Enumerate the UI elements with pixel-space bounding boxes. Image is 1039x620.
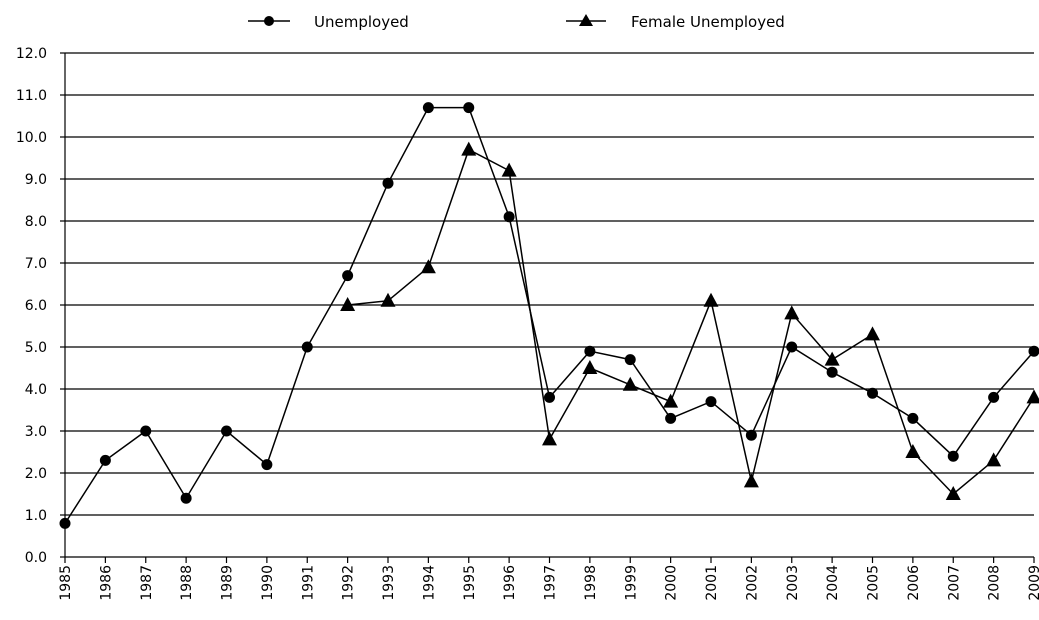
point-unemployed-2008 <box>988 392 999 403</box>
y-tick-label: 8.0 <box>25 214 47 230</box>
point-female-unemployed-1993 <box>381 293 396 307</box>
y-axis-tick-labels: 0.0 1.0 2.0 3.0 4.0 5.0 6.0 7.0 8.0 9.0 10.0 11.0 12… <box>16 46 47 566</box>
point-unemployed-1991 <box>302 342 313 353</box>
point-unemployed-1998 <box>584 346 595 357</box>
point-unemployed-1987 <box>140 426 151 437</box>
x-tick-label: 1985 <box>58 565 74 601</box>
x-tick-label: 1996 <box>502 565 518 601</box>
x-axis-tick-labels: 1985 1986 1987 1988 1989 1990 1991 1992 1993 1994… <box>58 565 1039 601</box>
x-tick-label: 1988 <box>179 565 195 601</box>
y-tick-label: 10.0 <box>16 130 47 146</box>
point-female-unemployed-2003 <box>784 305 799 319</box>
point-female-unemployed-2001 <box>704 293 719 307</box>
point-unemployed-2006 <box>907 413 918 424</box>
x-tick-label: 1987 <box>139 565 155 601</box>
point-female-unemployed-2006 <box>905 444 920 458</box>
x-tick-label: 1994 <box>421 565 437 601</box>
x-tick-label: 1993 <box>381 565 397 601</box>
point-unemployed-1986 <box>100 455 111 466</box>
point-female-unemployed-1995 <box>461 142 476 156</box>
point-female-unemployed-1994 <box>421 259 436 273</box>
x-tick-label: 1989 <box>220 565 236 601</box>
x-tick-label: 1991 <box>300 565 316 601</box>
x-tick-label: 2002 <box>744 565 760 601</box>
y-tick-label: 9.0 <box>25 172 47 188</box>
point-unemployed-1999 <box>625 354 636 365</box>
point-unemployed-2000 <box>665 413 676 424</box>
y-tick-label: 1.0 <box>25 508 47 524</box>
legend-item-female-unemployed: Female Unemployed <box>566 13 785 31</box>
gridlines <box>60 53 1034 557</box>
point-female-unemployed-2009 <box>1027 389 1039 403</box>
legend-label-unemployed: Unemployed <box>314 13 409 31</box>
y-tick-label: 7.0 <box>25 256 47 272</box>
point-female-unemployed-1996 <box>502 163 517 177</box>
y-tick-label: 11.0 <box>16 88 47 104</box>
x-tick-label: 2008 <box>987 565 1003 601</box>
point-unemployed-2005 <box>867 388 878 399</box>
x-tick-label: 2009 <box>1027 565 1039 601</box>
x-tick-label: 2003 <box>785 565 801 601</box>
point-unemployed-2003 <box>786 342 797 353</box>
y-tick-label: 2.0 <box>25 466 47 482</box>
point-unemployed-2007 <box>948 451 959 462</box>
x-tick-label: 1995 <box>462 565 478 601</box>
x-tick-label: 2000 <box>664 565 680 601</box>
point-unemployed-1985 <box>60 518 71 529</box>
series-layer <box>60 102 1039 529</box>
x-tick-label: 1990 <box>260 565 276 601</box>
y-tick-label: 3.0 <box>25 424 47 440</box>
x-tick-label: 2007 <box>946 565 962 601</box>
legend-marker-unemployed <box>264 16 274 26</box>
x-tick-label: 1986 <box>98 565 114 601</box>
point-female-unemployed-1999 <box>623 377 638 391</box>
y-tick-label: 0.0 <box>25 550 47 566</box>
point-female-unemployed-1998 <box>582 360 597 374</box>
x-tick-label: 2006 <box>906 565 922 601</box>
y-tick-label: 6.0 <box>25 298 47 314</box>
y-tick-label: 12.0 <box>16 46 47 62</box>
x-tick-label: 1992 <box>341 565 357 601</box>
x-tick-label: 1999 <box>623 565 639 601</box>
x-tick-label: 2004 <box>825 565 841 601</box>
point-unemployed-2001 <box>706 396 717 407</box>
x-tick-label: 2001 <box>704 565 720 601</box>
series-line-unemployed <box>65 108 1034 524</box>
point-female-unemployed-2005 <box>865 326 880 340</box>
point-female-unemployed-2002 <box>744 473 759 487</box>
point-female-unemployed-1997 <box>542 431 557 445</box>
point-unemployed-1992 <box>342 270 353 281</box>
point-unemployed-1989 <box>221 426 232 437</box>
x-tick-label: 1998 <box>583 565 599 601</box>
point-unemployed-2004 <box>827 367 838 378</box>
point-unemployed-1993 <box>383 178 394 189</box>
point-unemployed-2002 <box>746 430 757 441</box>
point-unemployed-1994 <box>423 102 434 113</box>
point-unemployed-2009 <box>1029 346 1039 357</box>
point-unemployed-1996 <box>504 211 515 222</box>
y-tick-label: 5.0 <box>25 340 47 356</box>
point-unemployed-1988 <box>181 493 192 504</box>
axes <box>65 53 1034 563</box>
legend-marker-female-unemployed <box>579 14 593 26</box>
point-unemployed-1995 <box>463 102 474 113</box>
x-tick-label: 1997 <box>543 565 559 601</box>
x-tick-label: 2005 <box>866 565 882 601</box>
y-tick-label: 4.0 <box>25 382 47 398</box>
legend: Unemployed Female Unemployed <box>248 13 785 31</box>
legend-item-unemployed: Unemployed <box>248 13 409 31</box>
point-female-unemployed-2000 <box>663 394 678 408</box>
point-unemployed-1990 <box>261 459 272 470</box>
point-female-unemployed-2008 <box>986 452 1001 466</box>
series-line-female-unemployed <box>348 150 1034 494</box>
legend-label-female-unemployed: Female Unemployed <box>631 13 785 31</box>
point-unemployed-1997 <box>544 392 555 403</box>
